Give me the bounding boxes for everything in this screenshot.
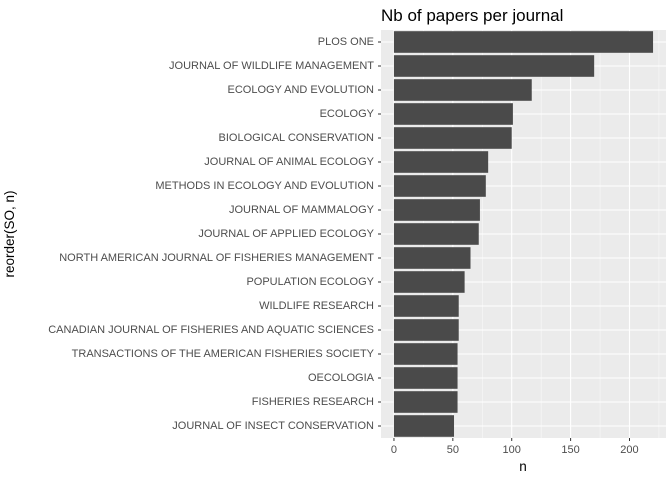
bar — [393, 175, 486, 197]
category-label: JOURNAL OF INSECT CONSERVATION — [172, 420, 374, 432]
x-tick-label: 0 — [391, 444, 397, 456]
bar — [393, 391, 458, 413]
y-axis-title: reorder(SO, n) — [2, 190, 17, 277]
category-label: JOURNAL OF MAMMALOGY — [229, 204, 375, 216]
bar — [393, 295, 459, 317]
bars — [393, 31, 654, 437]
chart-title: Nb of papers per journal — [381, 6, 563, 25]
category-label: ECOLOGY AND EVOLUTION — [227, 84, 374, 96]
category-label: PLOS ONE — [318, 36, 374, 48]
x-tick-label: 150 — [561, 444, 579, 456]
bar — [393, 79, 532, 101]
bar — [393, 55, 595, 77]
bar — [393, 31, 654, 53]
category-label: WILDLIFE RESEARCH — [259, 300, 374, 312]
category-label: JOURNAL OF APPLIED ECOLOGY — [198, 228, 374, 240]
category-label: JOURNAL OF ANIMAL ECOLOGY — [204, 156, 374, 168]
category-label: CANADIAN JOURNAL OF FISHERIES AND AQUATI… — [48, 324, 374, 336]
bar — [393, 247, 471, 269]
category-label: ECOLOGY — [320, 108, 375, 120]
category-label: METHODS IN ECOLOGY AND EVOLUTION — [155, 180, 374, 192]
category-label: TRANSACTIONS OF THE AMERICAN FISHERIES S… — [72, 348, 375, 360]
x-tick-label: 100 — [503, 444, 521, 456]
y-axis: PLOS ONE JOURNAL OF WILDLIFE MANAGEMENT EC… — [48, 36, 381, 432]
x-axis-title: n — [519, 459, 527, 474]
category-label: NORTH AMERICAN JOURNAL OF FISHERIES MANA… — [59, 252, 374, 264]
x-tick-label: 200 — [620, 444, 638, 456]
category-label: BIOLOGICAL CONSERVATION — [219, 132, 375, 144]
x-axis: 0 50 100 150 200 — [391, 438, 639, 456]
bar — [393, 223, 479, 245]
category-label: JOURNAL OF WILDLIFE MANAGEMENT — [169, 60, 374, 72]
category-label: OECOLOGIA — [308, 372, 375, 384]
category-label: FISHERIES RESEARCH — [252, 396, 374, 408]
bar — [393, 151, 489, 173]
bar — [393, 199, 480, 221]
bar — [393, 343, 458, 365]
bar — [393, 415, 455, 437]
x-tick-label: 50 — [447, 444, 459, 456]
bar — [393, 271, 465, 293]
bar — [393, 103, 513, 125]
bar — [393, 127, 512, 149]
category-label: POPULATION ECOLOGY — [246, 276, 374, 288]
bar — [393, 367, 458, 389]
bar — [393, 319, 459, 341]
